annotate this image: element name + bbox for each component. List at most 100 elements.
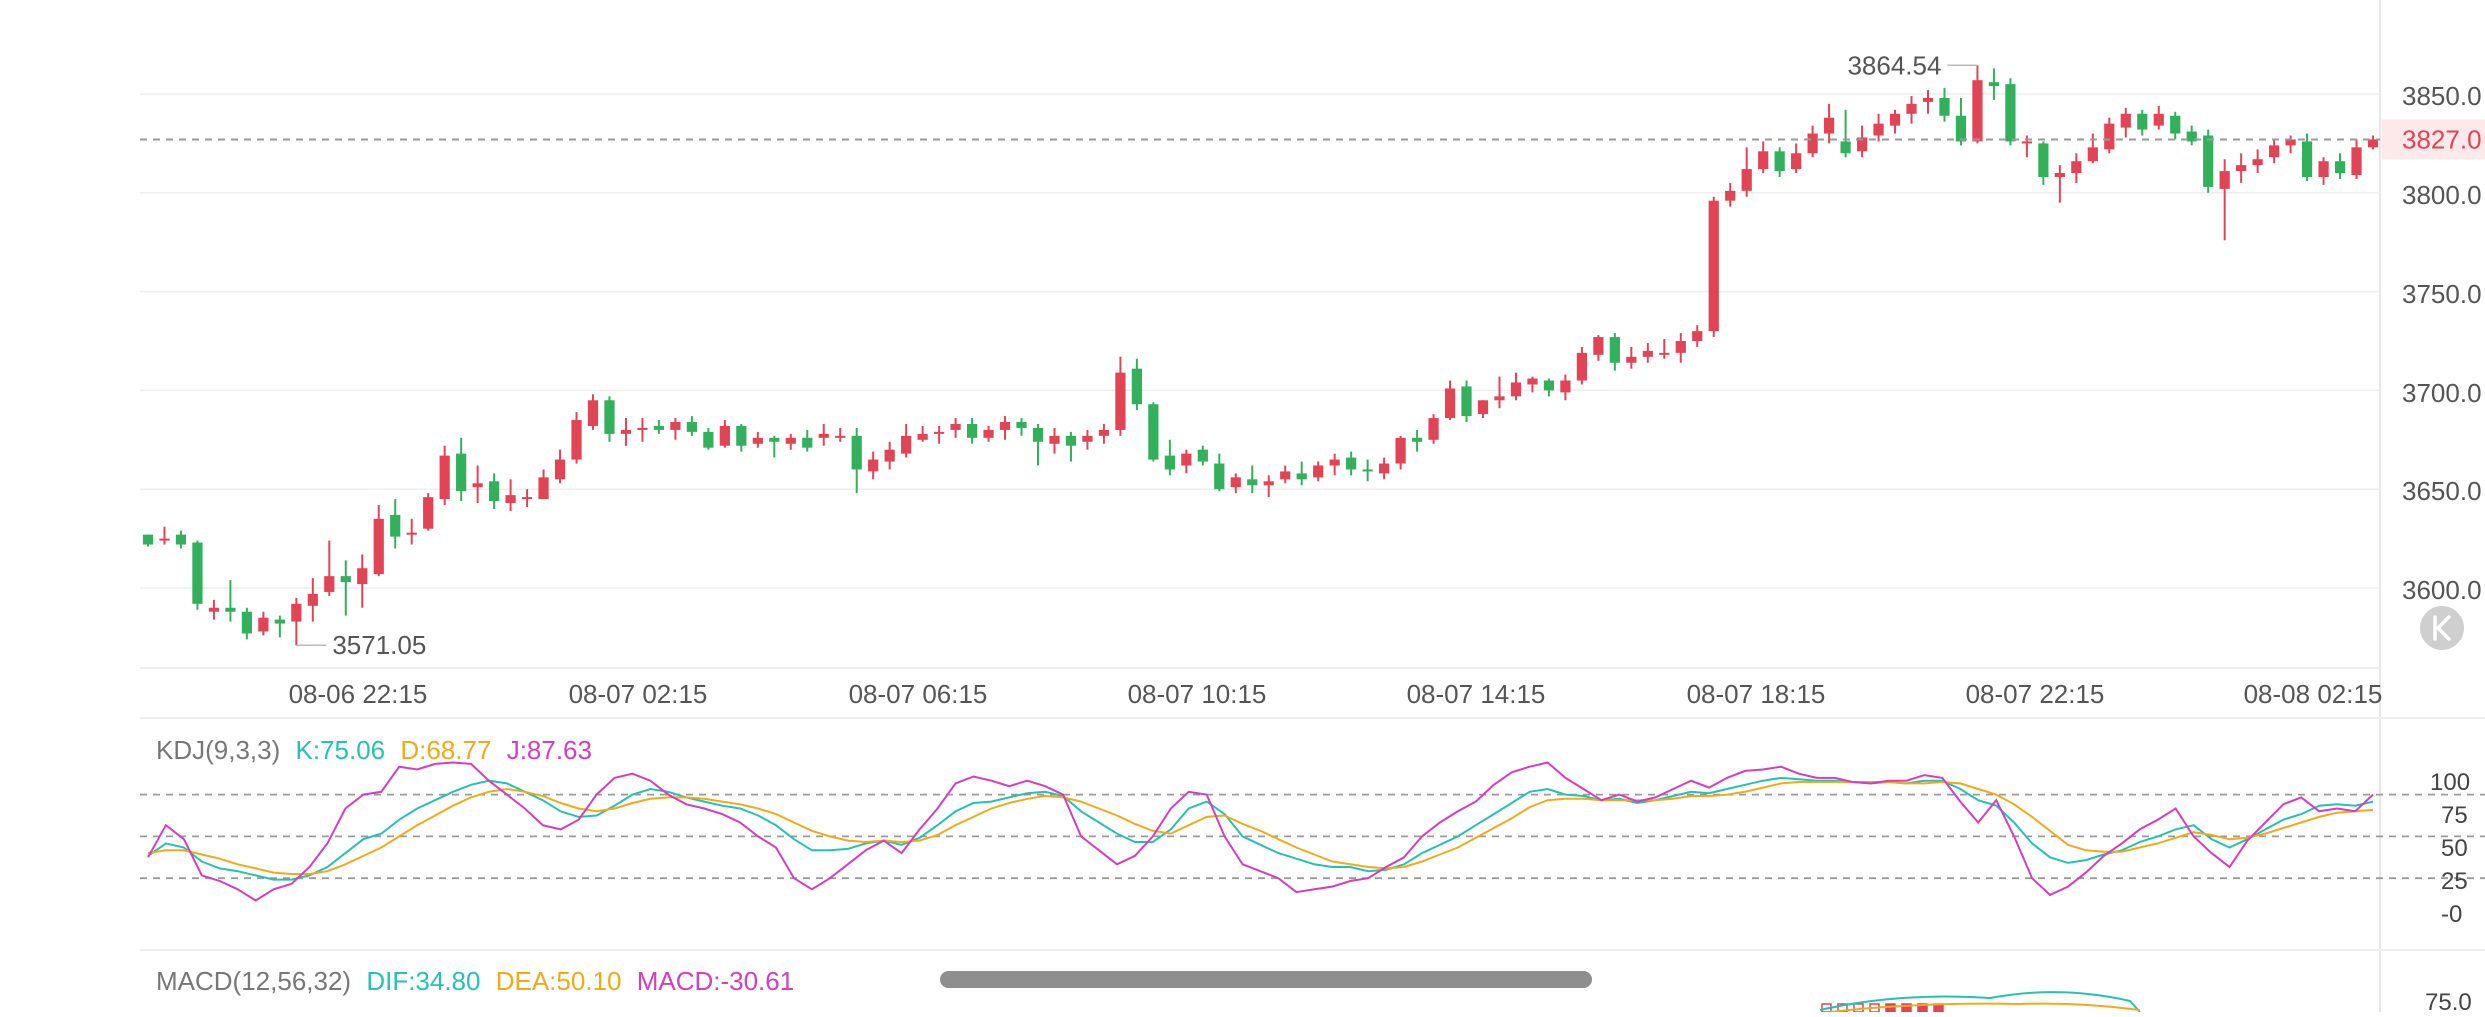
candle-body — [1362, 469, 1373, 472]
candle-body — [818, 433, 829, 438]
x-tick-label: 08-07 02:15 — [569, 679, 708, 709]
k-chevron-icon[interactable] — [2420, 606, 2464, 650]
candle-body — [950, 423, 961, 430]
candle-body — [2038, 143, 2049, 177]
candle-body — [1494, 396, 1505, 401]
candle-body — [884, 449, 895, 462]
macd-legend-dea: DEA:50.10 — [496, 966, 622, 996]
high-price-label: 3864.54 — [1847, 50, 1941, 80]
candle-body — [1774, 151, 1785, 172]
candle-body — [1593, 337, 1604, 355]
candle-body — [1988, 82, 2000, 87]
candle-body — [1164, 455, 1175, 470]
candle-body — [159, 538, 170, 541]
candle-body — [456, 453, 467, 492]
candle-body — [2219, 171, 2230, 189]
candle-body — [2301, 141, 2313, 177]
candle-body — [373, 518, 384, 575]
candle-body — [1840, 141, 1851, 154]
collapse-button[interactable] — [2420, 606, 2464, 650]
candle-body — [719, 425, 730, 446]
macd-y-tick: 75.0 — [2425, 989, 2472, 1012]
candle-body — [1675, 341, 1686, 353]
candle-body — [1939, 97, 1950, 116]
candle-body — [752, 437, 763, 444]
candle-body — [1461, 386, 1472, 417]
candle-body — [2252, 159, 2263, 166]
y-tick-label: 3850.0 — [2402, 81, 2482, 111]
candle-body — [1543, 380, 1555, 391]
current-price-tag-bg — [2382, 119, 2485, 160]
candle-body — [1411, 437, 1423, 442]
candle-body — [2285, 139, 2296, 146]
macd-histogram-bar — [1885, 1003, 1896, 1013]
candle-body — [2071, 161, 2082, 174]
candle-body — [175, 534, 187, 545]
candle-body — [868, 459, 879, 472]
candle-body — [406, 532, 417, 535]
candle-body — [1692, 331, 1703, 341]
kdj-y-tick: 50 — [2441, 835, 2468, 862]
macd-legend-macd: MACD:-30.61 — [637, 966, 795, 996]
candle-body — [2170, 115, 2181, 134]
candle-body — [1626, 356, 1637, 363]
candle-body — [1296, 473, 1307, 480]
y-tick-label: 3650.0 — [2402, 476, 2482, 506]
candle-body — [2120, 113, 2131, 128]
x-tick-label: 08-07 18:15 — [1687, 679, 1826, 709]
candle-body — [1758, 151, 1769, 170]
k-chevron-glyph — [2433, 615, 2451, 641]
candle-body — [2367, 139, 2379, 148]
y-tick-label: 3600.0 — [2402, 575, 2482, 605]
candle-body — [1230, 477, 1241, 488]
y-tick-label: 3750.0 — [2402, 279, 2482, 309]
candle-body — [1428, 418, 1439, 440]
kdj-legend-j: J:87.63 — [507, 735, 592, 765]
candle-body — [2334, 161, 2346, 174]
candle-body — [1444, 388, 1456, 419]
candle-body — [604, 400, 615, 434]
candle-body — [192, 542, 203, 604]
candle-body — [241, 611, 252, 634]
y-tick-label: 3700.0 — [2402, 378, 2482, 408]
kdj-y-tick: 25 — [2441, 868, 2468, 895]
candle-body — [554, 459, 566, 480]
candle-body — [340, 576, 351, 583]
candle-body — [1560, 380, 1571, 393]
candle-body — [2203, 135, 2214, 187]
x-tick-label: 08-07 22:15 — [1966, 679, 2105, 709]
candle-body — [2054, 173, 2065, 177]
candle-body — [1395, 437, 1406, 464]
candle-body — [208, 607, 220, 612]
x-tick-label: 08-07 14:15 — [1407, 679, 1546, 709]
candle-body — [1477, 400, 1489, 415]
x-tick-label: 08-07 06:15 — [849, 679, 988, 709]
candle-body — [390, 514, 401, 537]
low-price-label: 3571.05 — [332, 630, 426, 660]
candle-body — [1329, 459, 1340, 466]
kdj-legend-title: KDJ(9,3,3) — [156, 735, 280, 765]
horizontal-scrollbar[interactable] — [940, 971, 1592, 988]
candle-body — [505, 495, 516, 504]
candle-body — [851, 435, 862, 470]
candle-body — [1313, 465, 1324, 478]
candle-body — [1263, 481, 1274, 486]
candle-body — [2005, 84, 2016, 142]
candle-body — [2087, 147, 2098, 162]
candle-body — [686, 422, 697, 432]
candles-layer — [142, 65, 2379, 646]
x-tick-label: 08-06 22:15 — [289, 679, 428, 709]
candle-body — [901, 435, 912, 454]
candle-body — [1379, 463, 1390, 474]
candle-body — [1115, 372, 1126, 430]
candle-body — [670, 422, 681, 430]
candle-body — [1725, 190, 1736, 201]
candle-body — [637, 427, 648, 430]
candle-body — [1280, 471, 1291, 480]
x-tick-label: 08-07 10:15 — [1128, 679, 1267, 709]
candle-body — [258, 617, 269, 632]
candle-body — [1791, 153, 1802, 170]
candle-body — [307, 593, 318, 606]
